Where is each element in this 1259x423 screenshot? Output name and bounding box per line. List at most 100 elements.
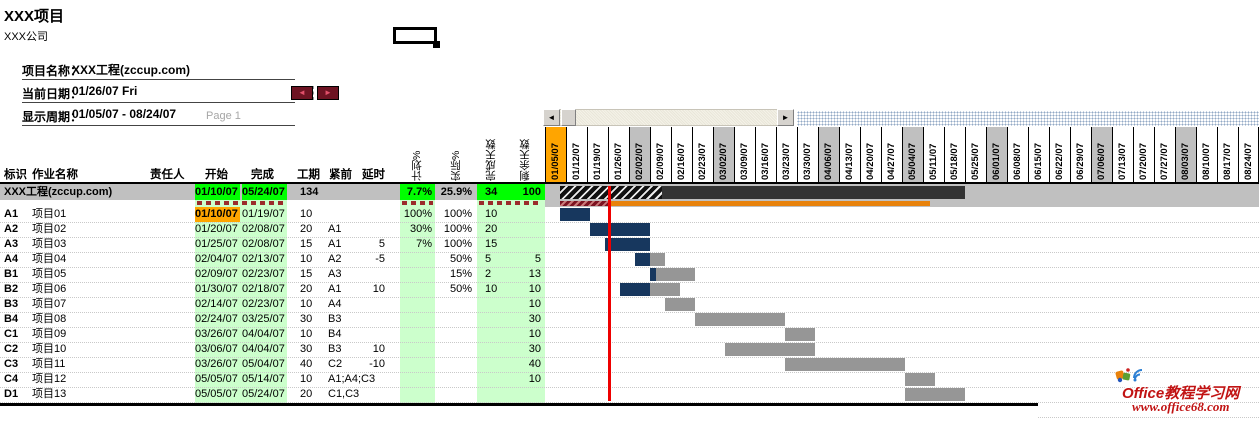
cell-finish: 02/23/07 bbox=[242, 268, 285, 280]
date-header-label: 08/17/07 bbox=[1222, 143, 1233, 180]
cell-finish: 05/24/07 bbox=[242, 388, 285, 400]
date-header-cell[interactable]: 06/29/07 bbox=[1070, 127, 1091, 182]
gantt-bar-remaining bbox=[665, 298, 695, 311]
table-row[interactable]: A3 项目03 01/25/07 02/08/07 15 A1 5 7% 100% 15 bbox=[0, 237, 1259, 252]
date-header-cell[interactable]: 01/05/07 bbox=[545, 127, 566, 182]
cell-start: 02/24/07 bbox=[195, 313, 238, 325]
cell-dur: 10 bbox=[300, 373, 313, 385]
period-value[interactable]: 01/05/07 - 08/24/07 bbox=[72, 107, 177, 121]
date-header-cell[interactable]: 03/16/07 bbox=[755, 127, 776, 182]
cell-start: 05/05/07 bbox=[195, 388, 238, 400]
date-spin-left-button[interactable]: ◄ bbox=[291, 86, 313, 100]
date-header-label: 03/09/07 bbox=[739, 143, 750, 180]
cell-remain: 10 bbox=[528, 328, 541, 340]
date-header-cell[interactable]: 01/19/07 bbox=[587, 127, 608, 182]
cell-dur: 10 bbox=[300, 208, 313, 220]
cell-remain bbox=[505, 237, 545, 252]
date-header-cell[interactable]: 03/23/07 bbox=[776, 127, 797, 182]
date-header-cell[interactable]: 05/04/07 bbox=[902, 127, 923, 182]
scroll-left-icon: ◄ bbox=[547, 113, 556, 122]
date-header-cell[interactable]: 08/17/07 bbox=[1217, 127, 1238, 182]
date-header-cell[interactable]: 05/25/07 bbox=[965, 127, 986, 182]
date-header-cell[interactable]: 08/24/07 bbox=[1238, 127, 1259, 182]
cell-dur: 20 bbox=[300, 223, 313, 235]
project-name-value[interactable]: XXX工程(zccup.com) bbox=[72, 63, 191, 77]
scrollbar-left-button[interactable]: ◄ bbox=[543, 109, 560, 126]
cell-dur: 10 bbox=[300, 328, 313, 340]
page-indicator: Page 1 bbox=[206, 110, 241, 122]
scrollbar-right-button[interactable]: ► bbox=[777, 109, 794, 126]
cell-actual: 100% bbox=[443, 223, 472, 235]
date-header-cell[interactable]: 02/16/07 bbox=[671, 127, 692, 182]
date-header-cell[interactable]: 01/26/07 bbox=[608, 127, 629, 182]
gantt-bar-remaining bbox=[656, 268, 695, 281]
table-row[interactable]: C3 项目11 03/26/07 05/04/07 40 C2 -10 40 bbox=[0, 357, 1259, 372]
table-row[interactable]: C2 项目10 03/06/07 04/04/07 30 B3 10 30 bbox=[0, 342, 1259, 357]
cell-start: 03/26/07 bbox=[195, 328, 238, 340]
date-header-cell[interactable]: 03/09/07 bbox=[734, 127, 755, 182]
current-date-value[interactable]: 01/26/07 Fri bbox=[72, 84, 138, 98]
shape-selection-handle[interactable] bbox=[433, 41, 440, 48]
row-separator bbox=[0, 312, 1259, 313]
date-header-cell[interactable]: 04/27/07 bbox=[881, 127, 902, 182]
date-header-cell[interactable]: 08/03/07 bbox=[1175, 127, 1196, 182]
date-header-cell[interactable]: 02/23/07 bbox=[692, 127, 713, 182]
table-row[interactable]: A1 项目01 01/10/07 01/19/07 10 100% 100% 10 bbox=[0, 207, 1259, 222]
date-header-cell[interactable]: 08/10/07 bbox=[1196, 127, 1217, 182]
date-header-cell[interactable]: 01/12/07 bbox=[566, 127, 587, 182]
date-header-cell[interactable]: 04/06/07 bbox=[818, 127, 839, 182]
gantt-bar-remaining bbox=[695, 313, 785, 326]
date-header-cell[interactable]: 02/09/07 bbox=[650, 127, 671, 182]
date-header-cell[interactable]: 06/15/07 bbox=[1028, 127, 1049, 182]
cell-remain: 5 bbox=[534, 253, 541, 265]
table-row[interactable]: B2 项目06 01/30/07 02/18/07 20 A1 10 50% 10 10 bbox=[0, 282, 1259, 297]
field-underline bbox=[22, 102, 295, 103]
drawing-rectangle-shape[interactable] bbox=[393, 27, 437, 44]
date-header-cell[interactable]: 05/11/07 bbox=[923, 127, 944, 182]
date-header-cell[interactable]: 04/20/07 bbox=[860, 127, 881, 182]
cell-id: D1 bbox=[4, 388, 19, 400]
gantt-bar-remaining bbox=[785, 358, 905, 371]
cell-done bbox=[477, 342, 505, 357]
table-row[interactable]: D1 项目13 05/05/07 05/24/07 20 C1,C3 bbox=[0, 387, 1259, 402]
header-divider-line bbox=[0, 182, 1259, 185]
table-row[interactable]: B3 项目07 02/14/07 02/23/07 10 A4 10 bbox=[0, 297, 1259, 312]
table-row[interactable]: C4 项目12 05/05/07 05/14/07 10 A1;A4;C3 10 bbox=[0, 372, 1259, 387]
date-header-cell[interactable]: 03/02/07 bbox=[713, 127, 734, 182]
table-row[interactable]: C1 项目09 03/26/07 04/04/07 10 B4 10 bbox=[0, 327, 1259, 342]
date-header-cell[interactable]: 07/27/07 bbox=[1154, 127, 1175, 182]
date-header-cell[interactable]: 07/06/07 bbox=[1091, 127, 1112, 182]
scrollbar-thumb[interactable] bbox=[561, 109, 576, 126]
table-row[interactable]: A2 项目02 01/20/07 02/08/07 20 A1 30% 100% 20 bbox=[0, 222, 1259, 237]
date-header-cell[interactable]: 06/22/07 bbox=[1049, 127, 1070, 182]
date-header-cell[interactable]: 04/13/07 bbox=[839, 127, 860, 182]
cell-plan bbox=[400, 327, 435, 342]
date-header-cell[interactable]: 06/08/07 bbox=[1007, 127, 1028, 182]
summary-remain-days: 100 bbox=[505, 184, 545, 200]
cell-start: 02/14/07 bbox=[195, 298, 238, 310]
date-header-cell[interactable]: 06/01/07 bbox=[986, 127, 1007, 182]
table-row[interactable]: B1 项目05 02/09/07 02/23/07 15 A3 15% 2 13 bbox=[0, 267, 1259, 282]
date-header-cell[interactable]: 07/13/07 bbox=[1112, 127, 1133, 182]
date-header-cell[interactable]: 03/30/07 bbox=[797, 127, 818, 182]
timeline-scrollbar-track[interactable] bbox=[543, 109, 794, 126]
cell-finish: 01/19/07 bbox=[242, 208, 285, 220]
date-spin-right-button[interactable]: ► bbox=[317, 86, 339, 100]
cell-remain: 10 bbox=[528, 298, 541, 310]
date-header-label: 05/18/07 bbox=[949, 143, 960, 180]
table-row[interactable]: A4 项目04 02/04/07 02/13/07 10 A2 -5 50% 5 5 bbox=[0, 252, 1259, 267]
gantt-bar-remaining bbox=[905, 388, 965, 401]
date-header-cell[interactable]: 02/02/07 bbox=[629, 127, 650, 182]
date-header-label: 08/03/07 bbox=[1180, 143, 1191, 180]
cell-pred: C2 bbox=[328, 358, 343, 370]
date-header-cell[interactable]: 05/18/07 bbox=[944, 127, 965, 182]
cell-finish: 04/04/07 bbox=[242, 343, 285, 355]
cell-lag: 10 bbox=[372, 283, 385, 295]
cell-finish: 05/14/07 bbox=[242, 373, 285, 385]
gantt-bar-remaining bbox=[650, 253, 665, 266]
watermark-logo[interactable]: Office教程学习网 www.office68.com bbox=[1098, 366, 1258, 418]
spin-left-icon: ◄ bbox=[298, 88, 306, 97]
table-row[interactable]: B4 项目08 02/24/07 03/25/07 30 B3 30 bbox=[0, 312, 1259, 327]
field-underline bbox=[22, 79, 295, 80]
date-header-cell[interactable]: 07/20/07 bbox=[1133, 127, 1154, 182]
